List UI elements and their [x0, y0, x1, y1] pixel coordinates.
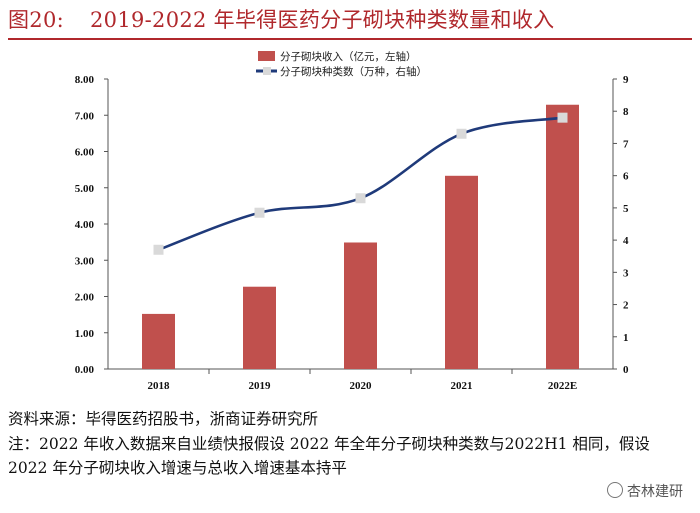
y-right-tick-label: 7	[623, 138, 629, 150]
legend-line-marker	[263, 67, 271, 75]
bar	[243, 286, 276, 369]
figure-number: 图20:	[8, 8, 64, 32]
y-left-tick-label: 8.00	[75, 74, 95, 86]
figure-title-text: 2019-2022 年毕得医药分子砌块种类数量和收入	[90, 8, 555, 32]
bar	[344, 242, 377, 369]
x-tick-label: 2018	[148, 380, 171, 392]
y-right-tick-label: 9	[623, 74, 629, 86]
source-text: 资料来源：毕得医药招股书，浙商证券研究所	[8, 410, 319, 428]
x-tick-label: 2019	[249, 380, 272, 392]
y-right-tick-label: 0	[623, 364, 629, 376]
y-right-tick-label: 8	[623, 106, 629, 118]
line-point	[355, 193, 366, 204]
note-text: 注：2022 年收入数据来自业绩快报假设 2022 年全年分子砌块种类数与202…	[8, 435, 650, 477]
legend-line-label: 分子砌块种类数（万种，右轴）	[280, 65, 427, 78]
chart: 分子砌块收入（亿元，左轴） 分子砌块种类数（万种，右轴） 0.00 1.00 2.0…	[75, 50, 629, 392]
line-point	[456, 128, 467, 139]
bar	[142, 313, 175, 369]
line-series	[153, 112, 568, 255]
axes: 0.00 1.00 2.00 3.00 4.00 5.00 6.00 7.00 8.00 0 1 2 3…	[75, 74, 629, 392]
y-left-tick-label: 3.00	[75, 255, 95, 267]
line-point	[254, 207, 265, 218]
x-tick-label: 2021	[451, 380, 473, 392]
watermark-text: 杏林建研	[627, 484, 683, 500]
wechat-icon	[607, 482, 623, 498]
x-tick-label: 2022E	[548, 380, 577, 392]
y-right-tick-label: 1	[623, 332, 629, 344]
y-left-tick-label: 7.00	[75, 110, 95, 122]
bar-series	[142, 104, 579, 370]
line-point	[557, 112, 568, 123]
legend-bar-swatch	[258, 51, 275, 61]
figure-title: 图20: 2019-2022 年毕得医药分子砌块种类数量和收入	[8, 4, 554, 34]
y-right-tick-label: 3	[623, 267, 629, 279]
y-left-tick-label: 1.00	[75, 328, 95, 340]
title-divider	[8, 38, 692, 40]
y-right-tick-label: 4	[623, 235, 629, 247]
y-left-tick-label: 2.00	[75, 292, 95, 304]
y-left-tick-label: 6.00	[75, 147, 95, 159]
bar	[445, 175, 478, 369]
bar	[546, 104, 579, 370]
watermark: 杏林建研	[604, 481, 686, 501]
y-right-tick-label: 6	[623, 171, 629, 183]
line-point	[153, 244, 164, 255]
y-right-tick-label: 2	[623, 300, 629, 312]
x-tick-label: 2020	[350, 380, 373, 392]
legend: 分子砌块收入（亿元，左轴） 分子砌块种类数（万种，右轴）	[256, 50, 427, 78]
y-left-tick-label: 5.00	[75, 183, 95, 195]
y-left-tick-label: 0.00	[75, 364, 95, 376]
y-right-tick-label: 5	[623, 203, 629, 215]
y-left-tick-label: 4.00	[75, 219, 95, 231]
series-line	[158, 116, 563, 251]
legend-bar-label: 分子砌块收入（亿元，左轴）	[280, 50, 417, 63]
